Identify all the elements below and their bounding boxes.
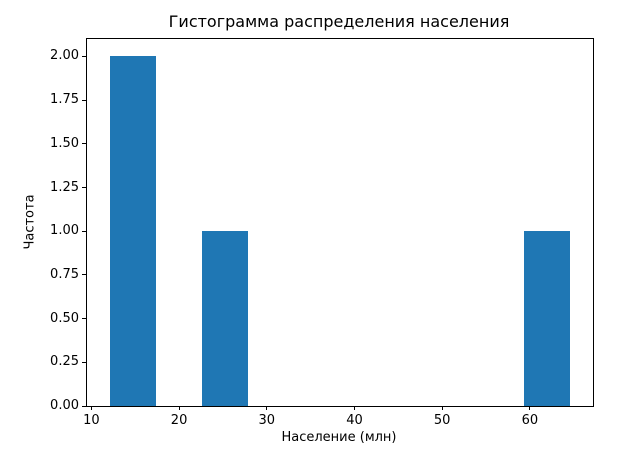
- histogram-bar: [201, 231, 248, 406]
- x-tick-label: 10: [83, 413, 100, 428]
- y-tick-mark: [82, 143, 86, 145]
- x-tick-mark: [353, 406, 355, 410]
- y-tick-mark: [82, 318, 86, 320]
- y-tick-label: 1.25: [50, 179, 79, 195]
- x-tick-label: 60: [521, 413, 539, 428]
- y-tick-mark: [82, 361, 86, 363]
- x-tick-label: 30: [258, 413, 276, 428]
- y-tick-label: 0.50: [50, 310, 79, 326]
- y-axis-label: Частота: [22, 194, 38, 250]
- y-tick-label: 2.00: [50, 48, 79, 64]
- x-tick-mark: [90, 406, 92, 410]
- y-tick-label: 1.50: [50, 135, 79, 151]
- y-tick-mark: [82, 99, 86, 101]
- y-tick-mark: [82, 187, 86, 189]
- y-tick-label: 1.75: [50, 92, 79, 108]
- chart-title: Гистограмма распределения населения: [168, 12, 510, 31]
- y-tick-label: 0.75: [50, 266, 79, 282]
- x-tick-label: 20: [170, 413, 188, 428]
- y-tick-label: 0.25: [50, 354, 79, 370]
- y-tick-mark: [82, 274, 86, 276]
- histogram-bar: [109, 56, 156, 406]
- y-tick-mark: [82, 55, 86, 57]
- x-tick-mark: [529, 406, 531, 410]
- y-tick-mark: [82, 405, 86, 407]
- x-tick-mark: [441, 406, 443, 410]
- x-tick-label: 50: [433, 413, 451, 428]
- plot-area: 10 20 30 40 50 60 0.00 0.25 0.50 0.75 1.00 1.25 1.50…: [50, 38, 594, 428]
- x-axis-label: Население (млн): [281, 430, 397, 445]
- y-tick-mark: [82, 230, 86, 232]
- y-tick-label: 1.00: [50, 223, 79, 239]
- x-tick-label: 40: [346, 413, 363, 428]
- y-tick-label: 0.00: [50, 398, 79, 413]
- histogram-bar: [524, 231, 571, 406]
- x-tick-mark: [178, 406, 180, 410]
- x-tick-mark: [266, 406, 268, 410]
